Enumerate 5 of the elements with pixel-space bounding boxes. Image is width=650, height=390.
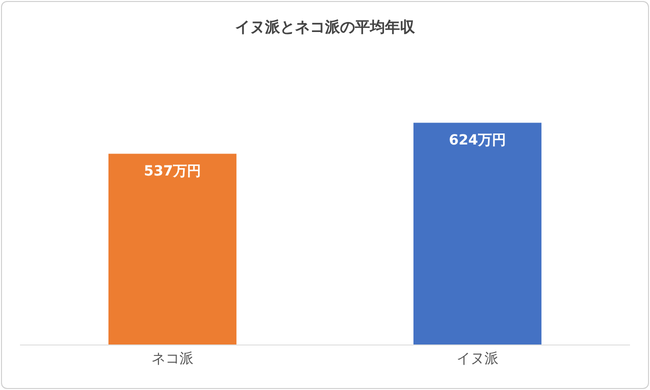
- x-tick-label: ネコ派: [152, 350, 194, 367]
- chart-title: イヌ派とネコ派の平均年収: [234, 18, 416, 37]
- data-label: 624万円: [448, 132, 506, 149]
- x-tick-label: イヌ派: [456, 350, 498, 367]
- data-label: 537万円: [144, 164, 202, 180]
